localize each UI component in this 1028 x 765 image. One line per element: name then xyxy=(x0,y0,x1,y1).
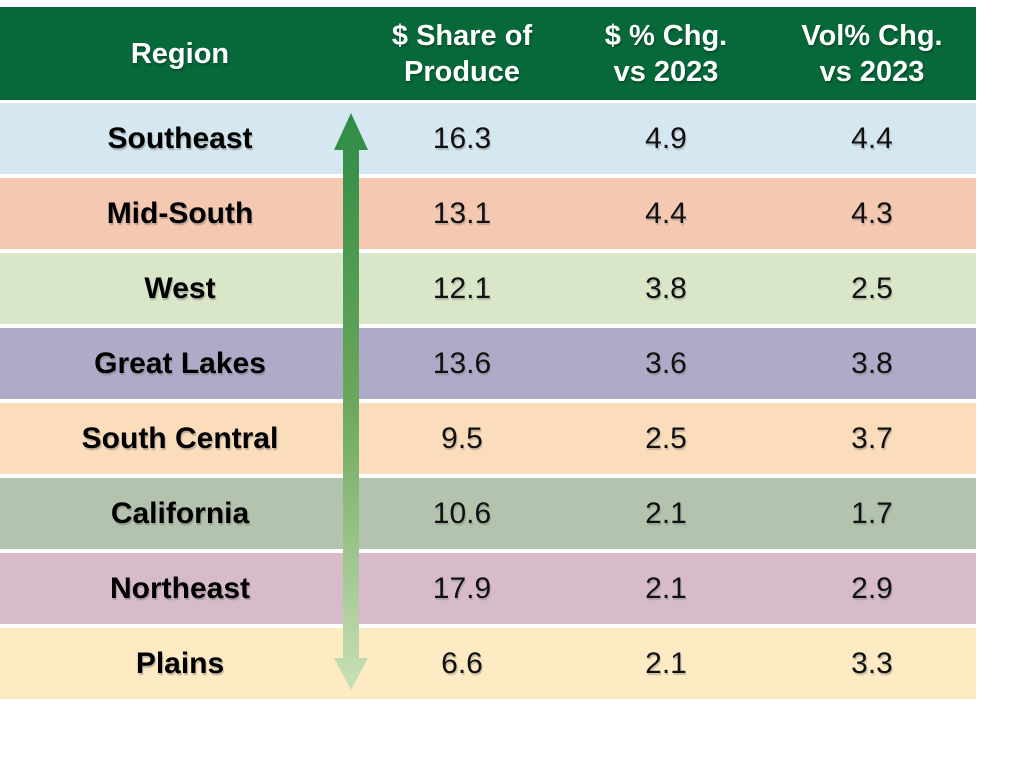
table-row-northeast: Northeast 17.9 2.1 2.9 xyxy=(0,553,976,624)
vol-chg-cell: 2.9 xyxy=(851,571,893,605)
region-cell: West xyxy=(144,271,216,305)
dollar-chg-cell: 2.1 xyxy=(645,496,687,530)
dollar-chg-cell: 2.1 xyxy=(645,646,687,680)
column-header-vol-pct-chg: Vol% Chg. vs 2023 xyxy=(801,19,943,88)
region-cell: Northeast xyxy=(109,571,251,605)
table-row-southeast: Southeast 16.3 4.9 4.4 xyxy=(0,103,976,174)
vol-chg-cell: 1.7 xyxy=(851,496,893,530)
region-cell: California xyxy=(110,496,250,530)
share-cell: 16.3 xyxy=(432,121,492,155)
vol-chg-cell: 3.8 xyxy=(851,346,893,380)
region-cell: Great Lakes xyxy=(94,346,266,380)
vol-chg-cell: 3.3 xyxy=(851,646,893,680)
region-cell: South Central xyxy=(81,421,279,455)
table-row-west: West 12.1 3.8 2.5 xyxy=(0,253,976,324)
region-cell: Southeast xyxy=(107,121,253,155)
share-cell: 12.1 xyxy=(432,271,492,305)
table-row-plains: Plains 6.6 2.1 3.3 xyxy=(0,628,976,699)
column-header-dollar-pct-chg: $ % Chg. vs 2023 xyxy=(604,19,728,88)
column-header-share-of-produce: $ Share of Produce xyxy=(391,19,533,88)
dollar-chg-cell: 4.9 xyxy=(645,121,687,155)
column-header-region: Region xyxy=(130,37,230,70)
dollar-chg-cell: 2.1 xyxy=(645,571,687,605)
table-row-california: California 10.6 2.1 1.7 xyxy=(0,478,976,549)
share-cell: 13.1 xyxy=(432,196,492,230)
share-cell: 10.6 xyxy=(432,496,492,530)
table-header-row: Region $ Share of Produce $ % Chg. vs 20… xyxy=(0,7,976,100)
vol-chg-cell: 3.7 xyxy=(851,421,893,455)
table-row-mid-south: Mid-South 13.1 4.4 4.3 xyxy=(0,178,976,249)
share-cell: 9.5 xyxy=(441,421,483,455)
vol-chg-cell: 4.3 xyxy=(851,196,893,230)
table-row-south-central: South Central 9.5 2.5 3.7 xyxy=(0,403,976,474)
vol-chg-cell: 2.5 xyxy=(851,271,893,305)
region-cell: Plains xyxy=(135,646,225,680)
dollar-chg-cell: 4.4 xyxy=(645,196,687,230)
ranking-double-arrow-icon xyxy=(334,113,368,690)
table-row-great-lakes: Great Lakes 13.6 3.6 3.8 xyxy=(0,328,976,399)
produce-region-table: Region $ Share of Produce $ % Chg. vs 20… xyxy=(0,7,976,703)
region-cell: Mid-South xyxy=(106,196,254,230)
vol-chg-cell: 4.4 xyxy=(851,121,893,155)
share-cell: 6.6 xyxy=(441,646,483,680)
share-cell: 17.9 xyxy=(432,571,492,605)
dollar-chg-cell: 3.8 xyxy=(645,271,687,305)
dollar-chg-cell: 2.5 xyxy=(645,421,687,455)
share-cell: 13.6 xyxy=(432,346,492,380)
dollar-chg-cell: 3.6 xyxy=(645,346,687,380)
